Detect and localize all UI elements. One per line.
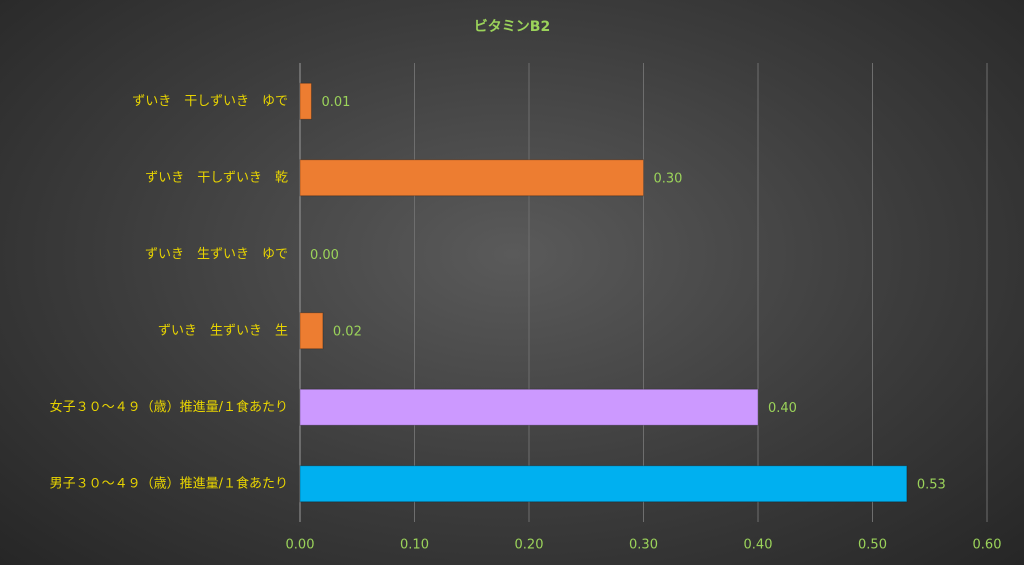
x-tick-label: 0.50 — [858, 538, 887, 553]
value-label: 0.00 — [310, 248, 339, 263]
x-tick-label: 0.40 — [744, 538, 773, 553]
y-tick-label: ずいき 干しずいき ゆで — [132, 94, 288, 109]
y-tick-label: ずいき 生ずいき ゆで — [145, 247, 288, 262]
bar — [299, 82, 312, 120]
y-tick-label: ずいき 干しずいき 乾 — [145, 170, 288, 185]
x-tick-label: 0.00 — [286, 538, 315, 553]
value-label: 0.30 — [654, 171, 683, 186]
chart-title: ビタミンB2 — [474, 19, 550, 35]
value-label: 0.40 — [768, 401, 797, 416]
bar — [299, 159, 644, 197]
bar — [299, 465, 908, 503]
value-label: 0.01 — [321, 95, 350, 110]
x-tick-label: 0.60 — [973, 538, 1002, 553]
x-tick-label: 0.30 — [629, 538, 658, 553]
x-tick-label: 0.10 — [400, 538, 429, 553]
y-tick-label: ずいき 生ずいき 生 — [158, 323, 288, 338]
bar — [299, 312, 324, 350]
value-label: 0.02 — [333, 324, 362, 339]
y-tick-label: 女子３０～４９（歳）推進量/１食あたり — [50, 399, 288, 415]
value-label: 0.53 — [917, 477, 946, 492]
bar — [299, 388, 759, 426]
y-tick-label: 男子３０～４９（歳）推進量/１食あたり — [50, 475, 288, 491]
x-tick-label: 0.20 — [515, 538, 544, 553]
